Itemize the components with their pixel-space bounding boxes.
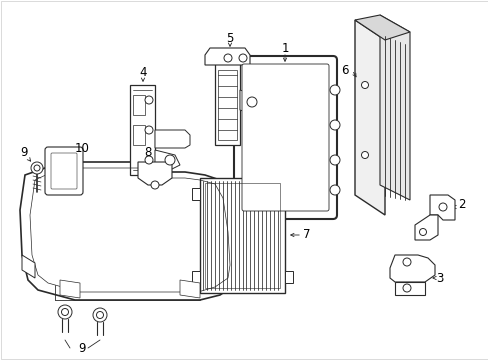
Circle shape	[419, 229, 426, 235]
Circle shape	[145, 126, 153, 134]
Polygon shape	[354, 20, 384, 215]
Circle shape	[145, 96, 153, 104]
Text: 2: 2	[457, 198, 465, 211]
Text: 8: 8	[144, 145, 151, 158]
Bar	[204, 183, 280, 288]
FancyBboxPatch shape	[242, 64, 328, 211]
Text: 7: 7	[303, 229, 310, 242]
Polygon shape	[354, 15, 409, 40]
Polygon shape	[192, 188, 200, 200]
Circle shape	[224, 54, 231, 62]
Polygon shape	[285, 188, 292, 200]
Polygon shape	[204, 48, 249, 65]
Circle shape	[402, 258, 410, 266]
Polygon shape	[138, 162, 172, 185]
Text: 5: 5	[226, 31, 233, 45]
Text: 1: 1	[281, 41, 288, 54]
Polygon shape	[133, 125, 145, 145]
Circle shape	[438, 203, 446, 211]
Text: 9: 9	[20, 145, 28, 158]
Circle shape	[34, 165, 40, 171]
Circle shape	[361, 81, 368, 89]
Circle shape	[93, 308, 107, 322]
Polygon shape	[215, 55, 240, 145]
Circle shape	[329, 120, 339, 130]
Circle shape	[164, 155, 175, 165]
Polygon shape	[389, 255, 434, 282]
Polygon shape	[60, 280, 80, 298]
FancyBboxPatch shape	[45, 147, 83, 195]
Polygon shape	[130, 85, 155, 175]
Polygon shape	[429, 195, 454, 220]
Circle shape	[151, 181, 159, 189]
Circle shape	[58, 305, 72, 319]
Circle shape	[31, 162, 43, 174]
Polygon shape	[133, 95, 145, 115]
Polygon shape	[180, 280, 200, 298]
Bar	[200, 178, 285, 293]
FancyBboxPatch shape	[234, 56, 336, 219]
Circle shape	[402, 284, 410, 292]
Polygon shape	[22, 255, 35, 278]
Polygon shape	[285, 271, 292, 283]
Polygon shape	[20, 162, 238, 300]
Text: 6: 6	[341, 63, 348, 77]
Circle shape	[61, 309, 68, 315]
Polygon shape	[394, 282, 424, 295]
Circle shape	[329, 155, 339, 165]
Circle shape	[246, 97, 257, 107]
Circle shape	[329, 185, 339, 195]
Polygon shape	[155, 130, 190, 148]
Text: 4: 4	[139, 66, 146, 78]
Polygon shape	[240, 90, 260, 115]
Circle shape	[361, 152, 368, 158]
Text: 9: 9	[78, 342, 85, 355]
Polygon shape	[155, 150, 180, 170]
Text: 10: 10	[74, 141, 89, 154]
Polygon shape	[414, 215, 437, 240]
Polygon shape	[192, 271, 200, 283]
Circle shape	[96, 311, 103, 319]
Text: 3: 3	[435, 271, 443, 284]
Circle shape	[329, 85, 339, 95]
Circle shape	[145, 156, 153, 164]
Circle shape	[239, 54, 246, 62]
Polygon shape	[379, 15, 409, 200]
Polygon shape	[218, 70, 237, 140]
